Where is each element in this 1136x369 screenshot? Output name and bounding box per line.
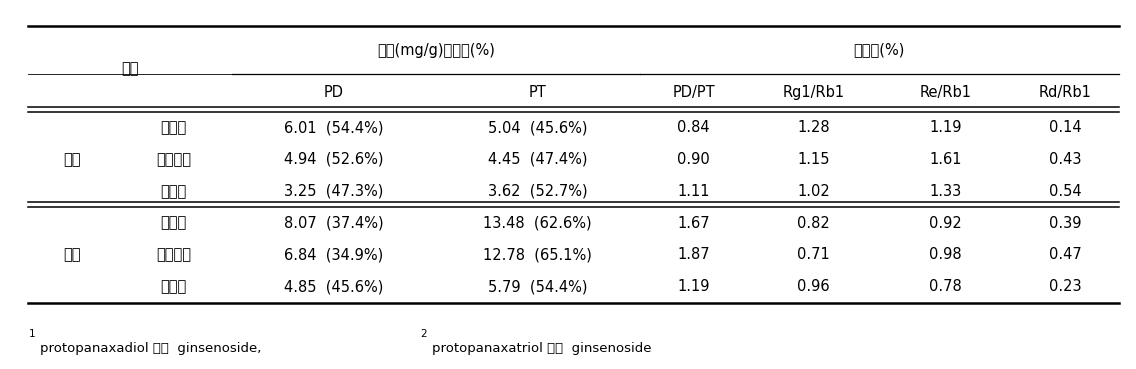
Text: 로스팅군: 로스팅군 — [156, 247, 191, 262]
Text: 팩화군: 팩화군 — [160, 279, 186, 294]
Text: 0.43: 0.43 — [1049, 152, 1081, 167]
Text: 3.62  (52.7%): 3.62 (52.7%) — [488, 184, 587, 199]
Text: 0.84: 0.84 — [677, 120, 710, 135]
Text: PT: PT — [529, 86, 546, 100]
Text: 1.19: 1.19 — [677, 279, 710, 294]
Text: 3.25  (47.3%): 3.25 (47.3%) — [284, 184, 384, 199]
Text: protopanaxadiol 계열  ginsenoside,: protopanaxadiol 계열 ginsenoside, — [40, 342, 266, 355]
Text: 0.39: 0.39 — [1049, 215, 1081, 231]
Text: 인삼: 인삼 — [122, 61, 139, 76]
Text: 1.15: 1.15 — [797, 152, 829, 167]
Text: 0.98: 0.98 — [929, 247, 961, 262]
Text: 6.84  (34.9%): 6.84 (34.9%) — [284, 247, 384, 262]
Text: 1.19: 1.19 — [929, 120, 961, 135]
Text: 1.87: 1.87 — [677, 247, 710, 262]
Text: Rg1/Rb1: Rg1/Rb1 — [783, 86, 844, 100]
Text: protopanaxatriol 계열  ginsenoside: protopanaxatriol 계열 ginsenoside — [432, 342, 651, 355]
Text: 0.92: 0.92 — [929, 215, 961, 231]
Text: PD/PT: PD/PT — [673, 86, 715, 100]
Text: 0.54: 0.54 — [1049, 184, 1081, 199]
Text: 대조군: 대조군 — [160, 215, 186, 231]
Text: 1.28: 1.28 — [797, 120, 829, 135]
Text: 4.94  (52.6%): 4.94 (52.6%) — [284, 152, 384, 167]
Text: 함량(mg/g)구성비(%): 함량(mg/g)구성비(%) — [377, 42, 495, 58]
Text: 6.01  (54.4%): 6.01 (54.4%) — [284, 120, 384, 135]
Text: 13.48  (62.6%): 13.48 (62.6%) — [484, 215, 592, 231]
Text: 0.96: 0.96 — [797, 279, 829, 294]
Text: 1.33: 1.33 — [929, 184, 961, 199]
Text: 4.45  (47.4%): 4.45 (47.4%) — [488, 152, 587, 167]
Text: 백삼: 백삼 — [62, 152, 81, 167]
Text: 로스팅군: 로스팅군 — [156, 152, 191, 167]
Text: 0.78: 0.78 — [929, 279, 961, 294]
Text: 8.07  (37.4%): 8.07 (37.4%) — [284, 215, 384, 231]
Text: 대조군: 대조군 — [160, 120, 186, 135]
Text: PD: PD — [324, 86, 344, 100]
Text: 1.61: 1.61 — [929, 152, 961, 167]
Text: 0.71: 0.71 — [797, 247, 829, 262]
Text: 0.82: 0.82 — [797, 215, 829, 231]
Text: 1.02: 1.02 — [797, 184, 829, 199]
Text: Re/Rb1: Re/Rb1 — [919, 86, 971, 100]
Text: 5.04  (45.6%): 5.04 (45.6%) — [488, 120, 587, 135]
Text: 0.23: 0.23 — [1049, 279, 1081, 294]
Text: 1: 1 — [28, 330, 35, 339]
Text: Rd/Rb1: Rd/Rb1 — [1038, 86, 1092, 100]
Text: 4.85  (45.6%): 4.85 (45.6%) — [284, 279, 384, 294]
Text: 1.11: 1.11 — [677, 184, 710, 199]
Text: 2: 2 — [420, 330, 427, 339]
Text: 5.79  (54.4%): 5.79 (54.4%) — [488, 279, 587, 294]
Text: 홍삼: 홍삼 — [62, 247, 81, 262]
Text: 구성비(%): 구성비(%) — [853, 42, 905, 58]
Text: 0.14: 0.14 — [1049, 120, 1081, 135]
Text: 0.90: 0.90 — [677, 152, 710, 167]
Text: 1.67: 1.67 — [677, 215, 710, 231]
Text: 12.78  (65.1%): 12.78 (65.1%) — [483, 247, 592, 262]
Text: 팩화군: 팩화군 — [160, 184, 186, 199]
Text: 0.47: 0.47 — [1049, 247, 1081, 262]
